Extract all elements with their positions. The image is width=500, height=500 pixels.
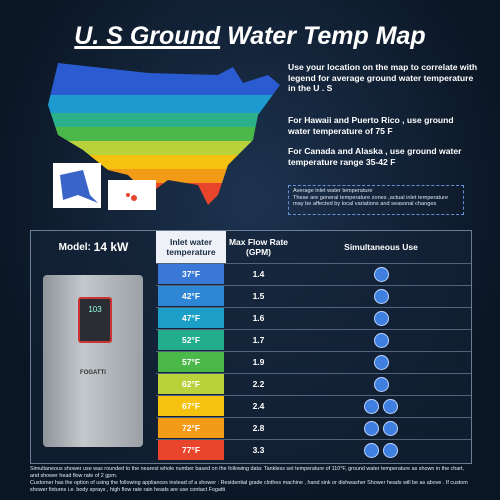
map bbox=[48, 63, 280, 210]
shower-icon bbox=[364, 420, 379, 436]
temp-cell: 62°F bbox=[158, 374, 224, 394]
use-cell bbox=[291, 395, 471, 417]
legend-title: Average inlet water temperature bbox=[293, 188, 373, 194]
temp-cell: 72°F bbox=[158, 418, 224, 438]
temp-cell: 47°F bbox=[158, 308, 224, 328]
shower-icon bbox=[383, 442, 398, 458]
model-header: Model: 14 kW bbox=[31, 231, 156, 263]
column-header: Max Flow Rate (GPM) bbox=[228, 237, 289, 257]
flow-cell: 1.4 bbox=[252, 269, 265, 279]
title-rest: Water Temp Map bbox=[227, 22, 426, 50]
shower-icon bbox=[383, 420, 398, 436]
row-line bbox=[156, 395, 471, 396]
shower-icon bbox=[373, 354, 389, 370]
legend-text: These are general temperature zones ,act… bbox=[293, 194, 449, 208]
shower-icon bbox=[373, 332, 389, 348]
use-cell bbox=[291, 285, 471, 307]
column-header: Simultaneous Use bbox=[344, 242, 418, 252]
flow-cell: 2.2 bbox=[252, 379, 265, 389]
flow-cell: 3.3 bbox=[252, 445, 265, 455]
temp-cell: 37°F bbox=[158, 264, 224, 284]
flow-cell: 1.9 bbox=[252, 357, 265, 367]
info-text: For Hawaii and Puerto Rico , use ground … bbox=[288, 115, 454, 136]
model-label: Model: bbox=[58, 241, 91, 253]
flow-cell: 1.7 bbox=[252, 335, 265, 345]
use-cell bbox=[291, 439, 471, 461]
shower-icon bbox=[373, 376, 389, 392]
row-line bbox=[156, 307, 471, 308]
shower-icon bbox=[373, 266, 389, 282]
info-text: For Canada and Alaska , use ground water… bbox=[288, 146, 462, 167]
flow-cell: 1.6 bbox=[252, 313, 265, 323]
footer-note: Customer has the option of using the fol… bbox=[30, 480, 468, 493]
product-display: 103 bbox=[88, 305, 102, 314]
row-line bbox=[156, 351, 471, 352]
shower-icon bbox=[364, 442, 379, 458]
flow-cell: 1.5 bbox=[252, 291, 265, 301]
flow-cell: 2.4 bbox=[252, 401, 265, 411]
shower-icon bbox=[383, 398, 398, 414]
flow-cell: 2.8 bbox=[252, 423, 265, 433]
use-cell bbox=[291, 351, 471, 373]
column-header: Inlet water temperature bbox=[156, 231, 226, 263]
row-line bbox=[156, 439, 471, 440]
product-image: 103 FOGATTI bbox=[43, 275, 143, 447]
model: 14 kW bbox=[93, 240, 129, 254]
shower-icon bbox=[364, 398, 379, 414]
row-line bbox=[156, 285, 471, 286]
use-cell bbox=[291, 307, 471, 329]
temp-cell: 42°F bbox=[158, 286, 224, 306]
row-line bbox=[156, 329, 471, 330]
product-brand: FOGATTI bbox=[80, 370, 106, 376]
use-cell bbox=[291, 263, 471, 285]
row-line bbox=[156, 417, 471, 418]
footer-note: Simultaneous shower use was rounded to t… bbox=[30, 466, 465, 479]
use-cell bbox=[291, 373, 471, 395]
temp-cell: 57°F bbox=[158, 352, 224, 372]
title-underlined: U. S Ground bbox=[74, 22, 221, 50]
use-cell bbox=[291, 417, 471, 439]
temp-cell: 77°F bbox=[158, 440, 224, 460]
shower-icon bbox=[373, 310, 389, 326]
row-line bbox=[156, 263, 471, 264]
temp-cell: 67°F bbox=[158, 396, 224, 416]
temp-cell: 52°F bbox=[158, 330, 224, 350]
product-panel: 103 bbox=[78, 297, 112, 343]
info-text: Use your location on the map to correlat… bbox=[288, 62, 478, 93]
legend-box: Average inlet water temperature These are… bbox=[288, 185, 464, 215]
table: Model: 14 kW Inlet water temperature Max… bbox=[30, 230, 472, 464]
title: U. S Ground Water Temp Map bbox=[0, 22, 500, 51]
use-cell bbox=[291, 329, 471, 351]
row-line bbox=[156, 373, 471, 374]
shower-icon bbox=[373, 288, 389, 304]
